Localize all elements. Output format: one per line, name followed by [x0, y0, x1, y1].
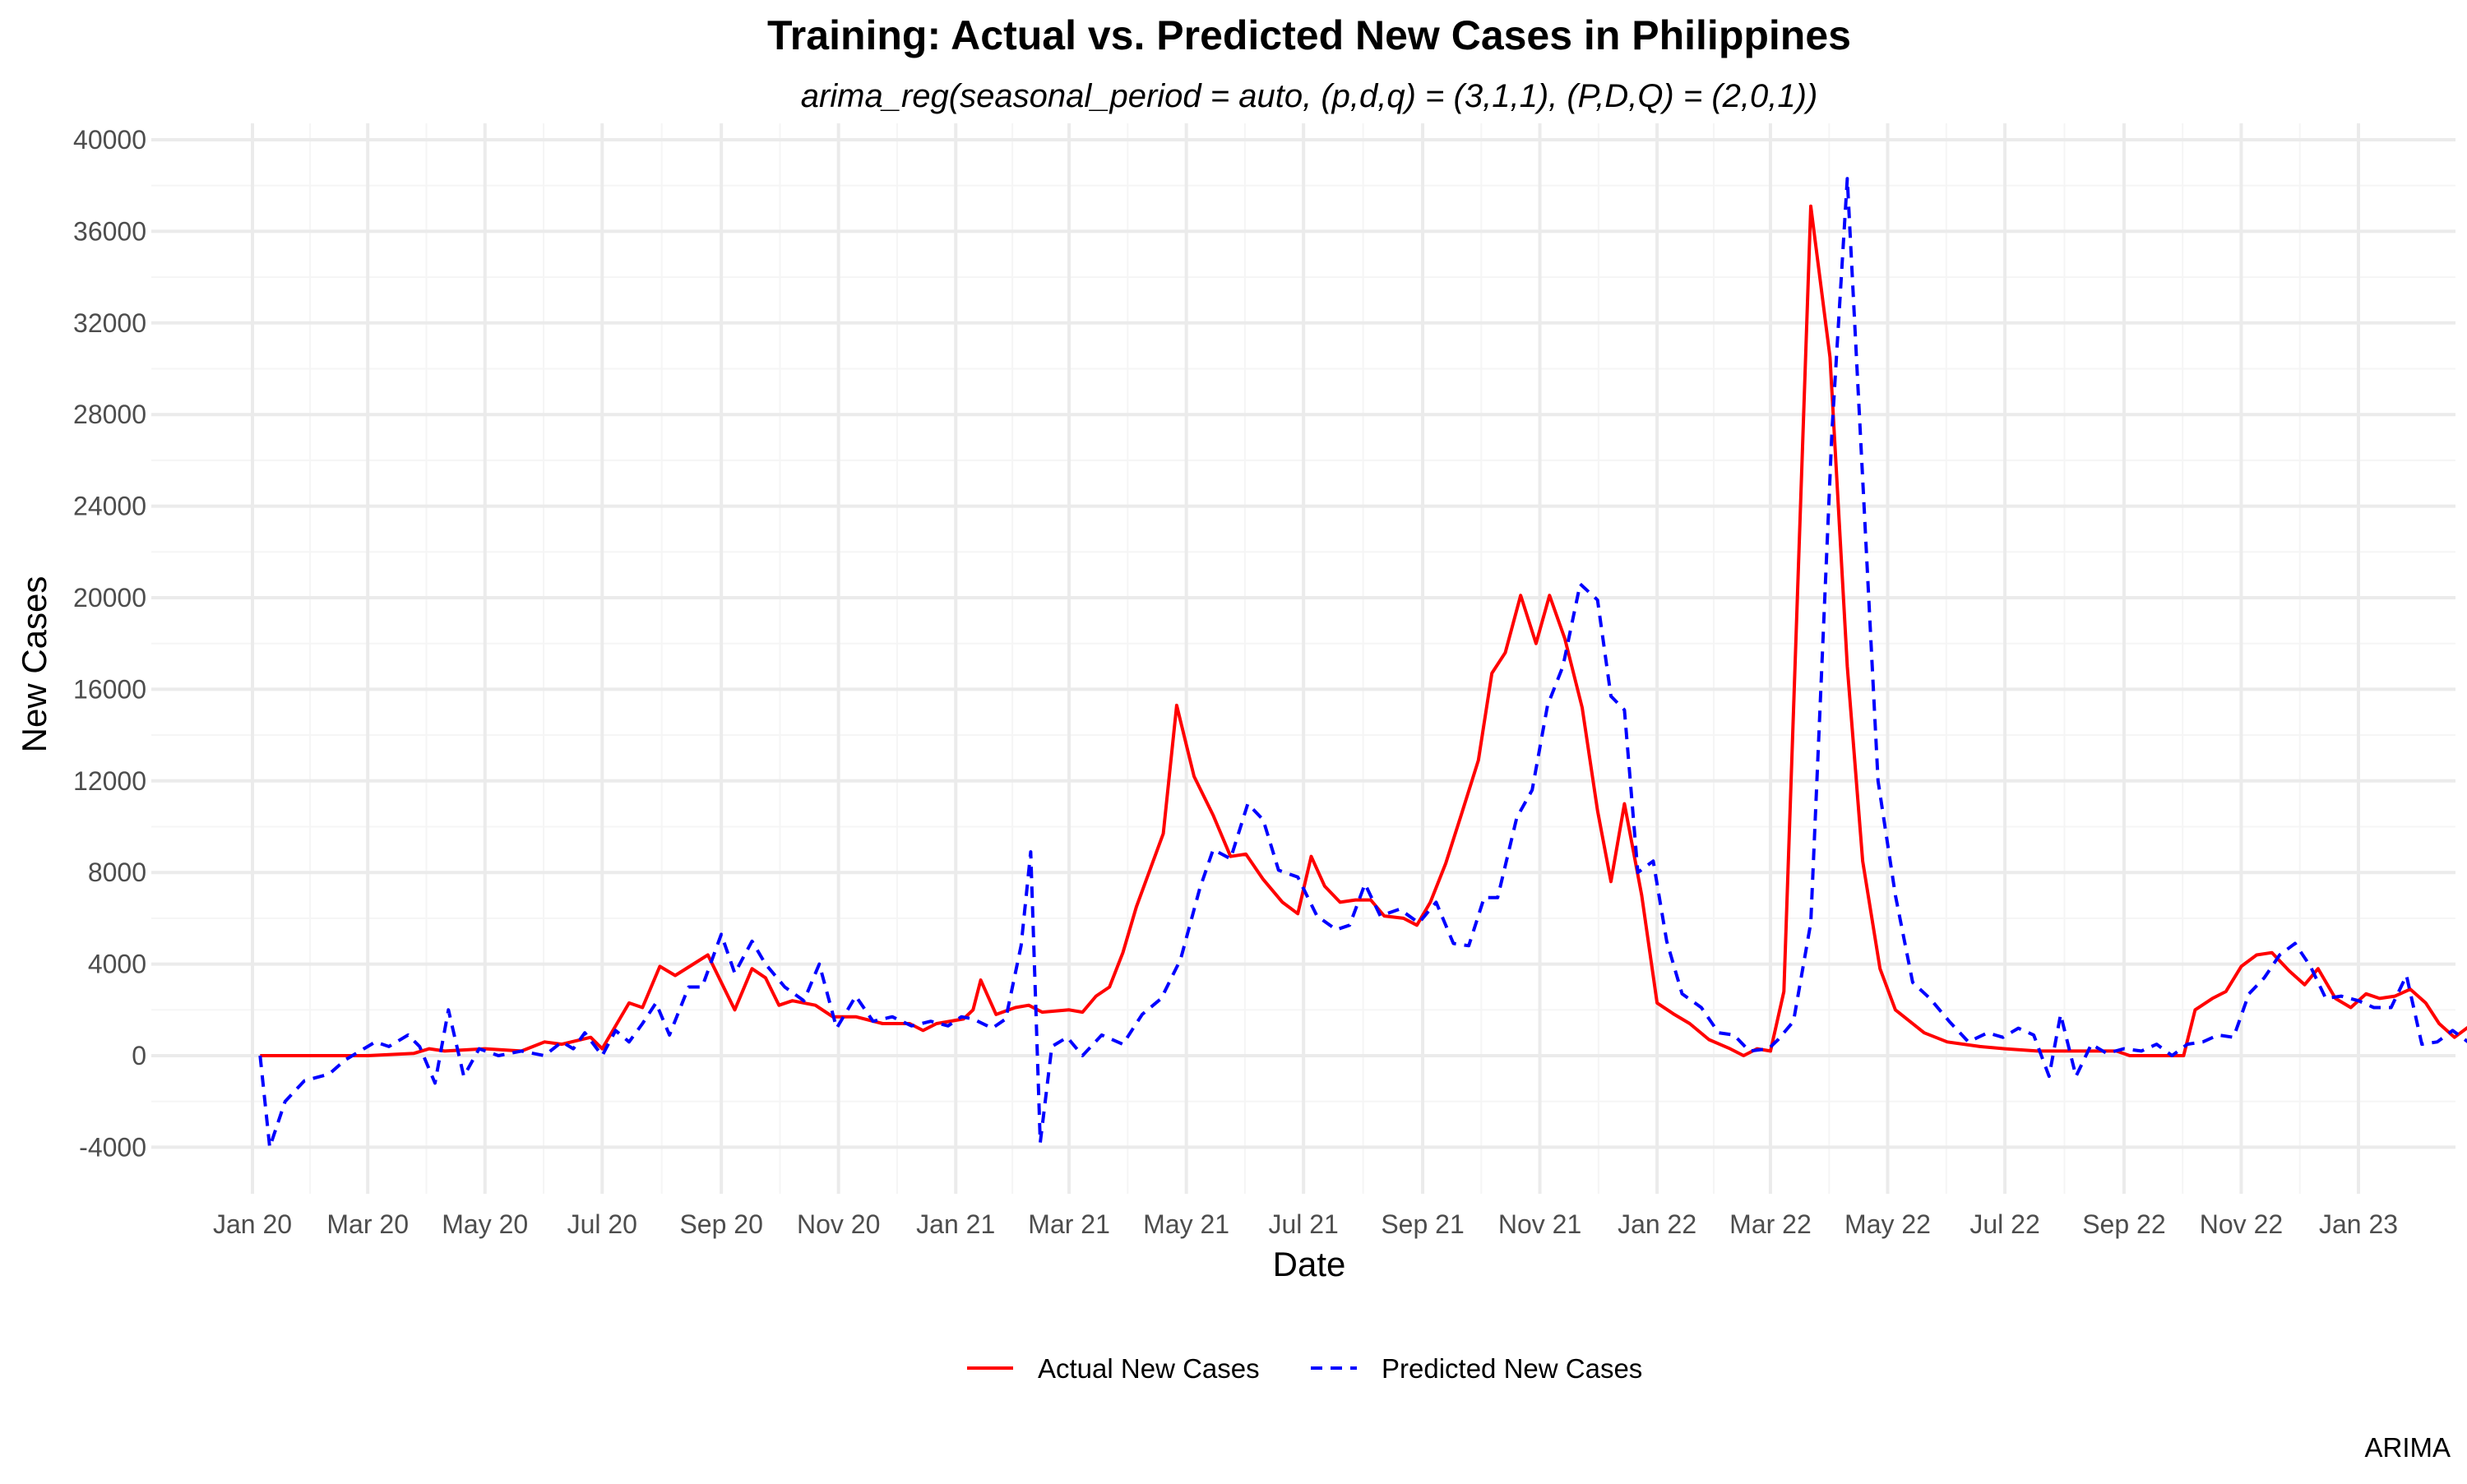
predicted-new-cases-line	[258, 177, 2467, 1149]
x-tick-label: Jan 21	[916, 1209, 995, 1239]
y-tick-label: 0	[132, 1041, 146, 1070]
grid	[151, 123, 2455, 1194]
series-layer	[258, 177, 2467, 1149]
y-tick-label: 12000	[73, 766, 146, 796]
y-axis-ticks: -4000 0 4000 8000 12000 16000 20000 24000 28000 3…	[73, 125, 146, 1162]
y-tick-label: 4000	[88, 950, 146, 979]
x-tick-label: Sep 22	[2082, 1209, 2165, 1239]
x-tick-label: May 20	[442, 1209, 528, 1239]
y-tick-label: -4000	[79, 1132, 146, 1162]
y-tick-label: 20000	[73, 583, 146, 613]
y-tick-label: 8000	[88, 858, 146, 887]
x-tick-label: Sep 20	[679, 1209, 762, 1239]
y-axis-title: New Cases	[15, 576, 53, 753]
x-tick-label: Nov 22	[2200, 1209, 2283, 1239]
x-tick-label: May 22	[1844, 1209, 1931, 1239]
chart-caption: ARIMA	[2364, 1432, 2451, 1463]
chart-title: Training: Actual vs. Predicted New Cases…	[767, 12, 1851, 58]
y-tick-label: 32000	[73, 308, 146, 338]
x-tick-label: Jan 22	[1618, 1209, 1696, 1239]
legend-label: Predicted New Cases	[1382, 1353, 1642, 1384]
x-tick-label: Jul 22	[1969, 1209, 2039, 1239]
x-tick-label: Nov 20	[797, 1209, 880, 1239]
x-tick-label: Jan 23	[2319, 1209, 2398, 1239]
x-tick-label: Jul 21	[1268, 1209, 1338, 1239]
x-tick-label: Mar 21	[1028, 1209, 1110, 1239]
y-tick-label: 24000	[73, 492, 146, 521]
x-tick-label: Mar 20	[326, 1209, 409, 1239]
x-axis-ticks: Jan 20 Mar 20 May 20 Jul 20 Sep 20 Nov 20 Jan …	[213, 1209, 2398, 1239]
y-tick-label: 16000	[73, 674, 146, 704]
x-tick-label: Jul 20	[567, 1209, 637, 1239]
x-axis-title: Date	[1273, 1245, 1346, 1283]
x-tick-label: Mar 22	[1729, 1209, 1812, 1239]
actual-new-cases-line	[260, 204, 2467, 1057]
x-tick-label: Sep 21	[1381, 1209, 1464, 1239]
y-tick-label: 28000	[73, 400, 146, 429]
x-tick-label: Nov 21	[1498, 1209, 1581, 1239]
y-tick-label: 40000	[73, 125, 146, 155]
y-tick-label: 36000	[73, 216, 146, 246]
chart-subtitle: arima_reg(seasonal_period = auto, (p,d,q…	[801, 78, 1818, 114]
legend: Actual New Cases Predicted New Cases	[967, 1353, 1642, 1384]
x-tick-label: May 21	[1143, 1209, 1229, 1239]
x-tick-label: Jan 20	[213, 1209, 292, 1239]
legend-label: Actual New Cases	[1038, 1353, 1260, 1384]
